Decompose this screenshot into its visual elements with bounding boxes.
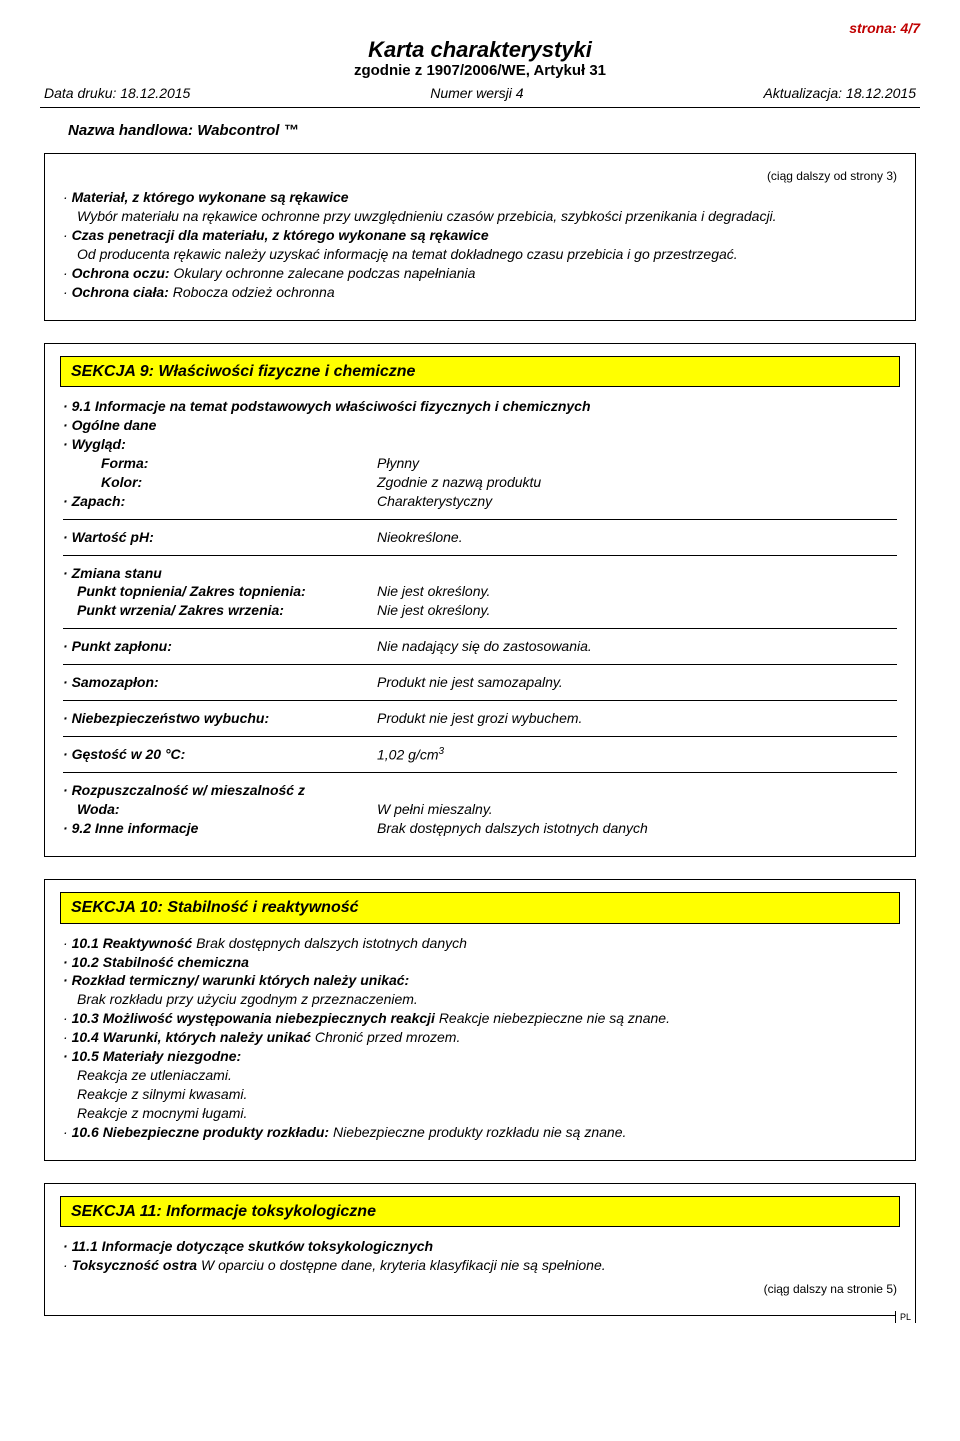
eye-protection: Ochrona oczu: Okulary ochronne zalecane …: [63, 264, 897, 283]
continuation-from: (ciąg dalszy od strony 3): [63, 168, 897, 184]
divider: [63, 772, 897, 773]
boil-value: Nie jest określony.: [377, 601, 897, 620]
density-label: Gęstość w 20 °C:: [63, 745, 377, 765]
s10-3: 10.3 Możliwość występowania niebezpieczn…: [63, 1009, 897, 1028]
odor-label: Zapach:: [63, 492, 377, 511]
s9-1-heading: 9.1 Informacje na temat podstawowych wła…: [63, 397, 897, 416]
s10-5-line3: Reakcje z mocnymi ługami.: [63, 1104, 897, 1123]
panel-section-10: SEKCJA 10: Stabilność i reaktywność 10.1…: [44, 879, 916, 1160]
s10-2: 10.2 Stabilność chemiczna: [63, 953, 897, 972]
acute-tox: Toksyczność ostra W oparciu o dostępne d…: [63, 1256, 897, 1275]
water-label: Woda:: [77, 800, 377, 819]
document-title: Karta charakterystyki: [40, 38, 920, 62]
panel-section-11: SEKCJA 11: Informacje toksykologiczne 11…: [44, 1183, 916, 1317]
water-value: W pełni mieszalny.: [377, 800, 897, 819]
ph-value: Nieokreślone.: [377, 528, 897, 547]
solubility-label: Rozpuszczalność w/ mieszalność z: [63, 781, 897, 800]
panel-section-9: SEKCJA 9: Właściwości fizyczne i chemicz…: [44, 343, 916, 857]
page-number: strona: 4/7: [40, 20, 920, 36]
decomp-label: Rozkład termiczny/ warunki których należ…: [63, 971, 897, 990]
s10-5-line1: Reakcja ze utleniaczami.: [63, 1066, 897, 1085]
continuation-next: (ciąg dalszy na stronie 5): [63, 1281, 897, 1297]
section-9-header: SEKCJA 9: Właściwości fizyczne i chemicz…: [60, 356, 900, 388]
divider: [63, 555, 897, 556]
glove-material: Materiał, z którego wykonane są rękawice: [63, 188, 897, 207]
panel-continuation: (ciąg dalszy od strony 3) Materiał, z kt…: [44, 153, 916, 321]
s10-4: 10.4 Warunki, których należy unikać Chro…: [63, 1028, 897, 1047]
row-boil: Punkt wrzenia/ Zakres wrzenia: Nie jest …: [63, 601, 897, 620]
s10-6: 10.6 Niebezpieczne produkty rozkładu: Ni…: [63, 1123, 897, 1142]
section-10-header: SEKCJA 10: Stabilność i reaktywność: [60, 892, 900, 924]
s10-5: 10.5 Materiały niezgodne:: [63, 1047, 897, 1066]
ph-label: Wartość pH:: [63, 528, 377, 547]
density-value: 1,02 g/cm3: [377, 745, 897, 765]
autoign-label: Samozapłon:: [63, 673, 377, 692]
body-protection: Ochrona ciała: Robocza odzież ochronna: [63, 283, 897, 302]
autoign-value: Produkt nie jest samozapalny.: [377, 673, 897, 692]
divider: [63, 628, 897, 629]
document-subtitle: zgodnie z 1907/2006/WE, Artykuł 31: [40, 62, 920, 79]
trade-name: Nazwa handlowa: Wabcontrol ™: [40, 108, 920, 153]
print-date: Data druku: 18.12.2015: [44, 85, 190, 101]
state-change: Zmiana stanu: [63, 564, 897, 583]
appearance: Wygląd:: [63, 435, 897, 454]
row-color: Kolor: Zgodnie z nazwą produktu: [63, 473, 897, 492]
divider: [63, 519, 897, 520]
glove-material-text: Wybór materiału na rękawice ochronne prz…: [63, 207, 897, 226]
decomp-text: Brak rozkładu przy użyciu zgodnym z prze…: [63, 990, 897, 1009]
penetration-time: Czas penetracji dla materiału, z którego…: [63, 226, 897, 245]
divider: [63, 700, 897, 701]
melt-label: Punkt topnienia/ Zakres topnienia:: [77, 582, 377, 601]
form-label: Forma:: [77, 454, 377, 473]
penetration-text: Od producenta rękawic należy uzyskać inf…: [63, 245, 897, 264]
version: Numer wersji 4: [430, 85, 523, 101]
section-11-header: SEKCJA 11: Informacje toksykologiczne: [60, 1196, 900, 1228]
row-water: Woda: W pełni mieszalny.: [63, 800, 897, 819]
explosion-value: Produkt nie jest grozi wybuchem.: [377, 709, 897, 728]
lang-tag: PL: [895, 1311, 916, 1323]
melt-value: Nie jest określony.: [377, 582, 897, 601]
divider: [63, 664, 897, 665]
s9-2-label: 9.2 Inne informacje: [63, 819, 377, 838]
flash-label: Punkt zapłonu:: [63, 637, 377, 656]
general-data: Ogólne dane: [63, 416, 897, 435]
row-form: Forma: Płynny: [63, 454, 897, 473]
color-label: Kolor:: [77, 473, 377, 492]
s10-5-line2: Reakcje z silnymi kwasami.: [63, 1085, 897, 1104]
explosion-label: Niebezpieczeństwo wybuchu:: [63, 709, 377, 728]
row-melt: Punkt topnienia/ Zakres topnienia: Nie j…: [63, 582, 897, 601]
color-value: Zgodnie z nazwą produktu: [377, 473, 897, 492]
s9-2-value: Brak dostępnych dalszych istotnych danyc…: [377, 819, 897, 838]
s10-1: 10.1 Reaktywność Brak dostępnych dalszyc…: [63, 934, 897, 953]
form-value: Płynny: [377, 454, 897, 473]
header-meta-row: Data druku: 18.12.2015 Numer wersji 4 Ak…: [40, 85, 920, 108]
boil-label: Punkt wrzenia/ Zakres wrzenia:: [77, 601, 377, 620]
odor-value: Charakterystyczny: [377, 492, 897, 511]
flash-value: Nie nadający się do zastosowania.: [377, 637, 897, 656]
revision-date: Aktualizacja: 18.12.2015: [763, 85, 916, 101]
s11-1: 11.1 Informacje dotyczące skutków toksyk…: [63, 1237, 897, 1256]
divider: [63, 736, 897, 737]
